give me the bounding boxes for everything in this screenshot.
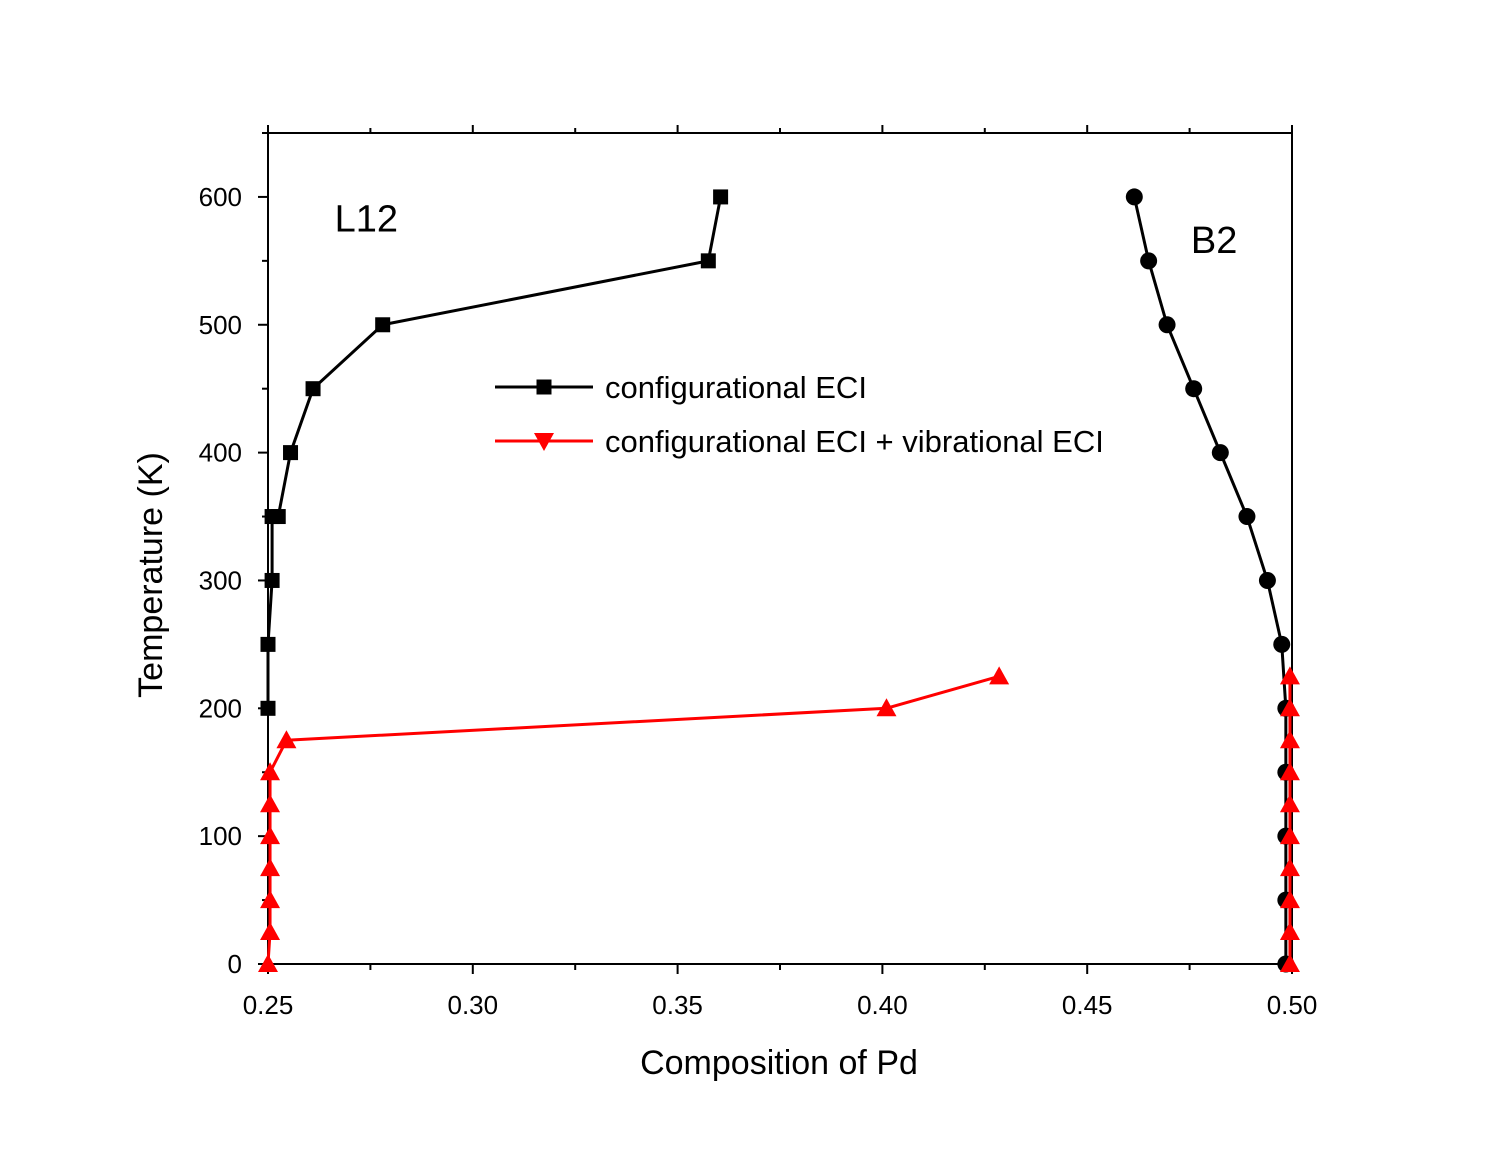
- series-2: [1125, 188, 1295, 973]
- series-4: [1279, 666, 1300, 972]
- data-point: [260, 890, 281, 909]
- data-point: [713, 189, 729, 205]
- y-tick-label: 400: [199, 438, 242, 468]
- y-tick-label: 500: [199, 310, 242, 340]
- data-point: [1279, 730, 1300, 749]
- y-axis-title: Temperature (K): [132, 452, 170, 698]
- data-point: [270, 509, 286, 525]
- y-axis: 0 100 200 300 400 500 600: [199, 132, 268, 979]
- x-tick-label: 0.35: [652, 990, 703, 1020]
- data-point: [1185, 380, 1203, 398]
- y-tick-label: 200: [199, 693, 242, 723]
- data-point: [264, 572, 280, 588]
- data-point: [258, 954, 278, 972]
- data-point: [989, 666, 1010, 685]
- legend-marker: [534, 433, 554, 451]
- data-point: [1279, 890, 1300, 909]
- data-point: [1158, 316, 1176, 334]
- series-layer: [258, 188, 1300, 973]
- series-1: [260, 189, 729, 716]
- data-point: [276, 730, 297, 749]
- data-point: [1279, 858, 1300, 877]
- x-tick-label: 0.25: [243, 990, 294, 1020]
- data-point: [260, 636, 276, 652]
- y-tick-label: 300: [199, 565, 242, 595]
- legend-label: configurational ECI + vibrational ECI: [605, 424, 1104, 459]
- legend-entry: configurational ECI + vibrational ECI: [495, 424, 1104, 459]
- x-axis: 0.25 0.30 0.35 0.40 0.45 0.50: [243, 125, 1318, 1020]
- data-point: [1125, 188, 1143, 206]
- data-point: [375, 317, 391, 333]
- x-tick-label: 0.30: [447, 990, 498, 1020]
- data-point: [1273, 635, 1291, 653]
- phase-label: L12: [335, 198, 398, 240]
- data-point: [260, 858, 281, 877]
- data-point: [1140, 252, 1158, 270]
- x-tick-label: 0.40: [857, 990, 908, 1020]
- data-point: [1279, 762, 1300, 781]
- legend-marker: [536, 379, 552, 395]
- annotations: L12 B2: [335, 198, 1238, 262]
- y-tick-label: 600: [199, 182, 242, 212]
- data-point: [1279, 698, 1300, 717]
- data-point: [1279, 826, 1300, 845]
- data-point: [1279, 922, 1300, 941]
- data-point: [1238, 508, 1256, 526]
- data-point: [283, 445, 299, 461]
- x-tick-label: 0.45: [1062, 990, 1113, 1020]
- plot-border: [267, 132, 1293, 965]
- legend-label: configurational ECI: [605, 370, 867, 405]
- series-line: [266, 196, 723, 709]
- data-point: [260, 922, 281, 941]
- data-point: [260, 794, 281, 813]
- data-point: [260, 762, 281, 781]
- data-point: [305, 381, 321, 397]
- plot-frame: [267, 132, 1293, 965]
- x-axis-title: Composition of Pd: [640, 1044, 918, 1082]
- phase-label: B2: [1191, 220, 1237, 262]
- series-3: [258, 666, 1010, 972]
- data-point: [1258, 571, 1276, 589]
- data-point: [700, 253, 716, 269]
- data-point: [260, 826, 281, 845]
- data-point: [876, 698, 897, 717]
- data-point: [260, 700, 276, 716]
- legend-entry: configurational ECI: [495, 370, 867, 405]
- y-tick-label: 0: [228, 949, 242, 979]
- data-point: [1211, 444, 1229, 462]
- data-point: [1279, 794, 1300, 813]
- y-tick-label: 100: [199, 821, 242, 851]
- data-point: [1279, 954, 1300, 972]
- legend: configurational ECI configurational ECI +…: [495, 370, 1104, 459]
- series-line: [266, 674, 1000, 965]
- x-tick-label: 0.50: [1267, 990, 1318, 1020]
- data-point: [1279, 666, 1300, 685]
